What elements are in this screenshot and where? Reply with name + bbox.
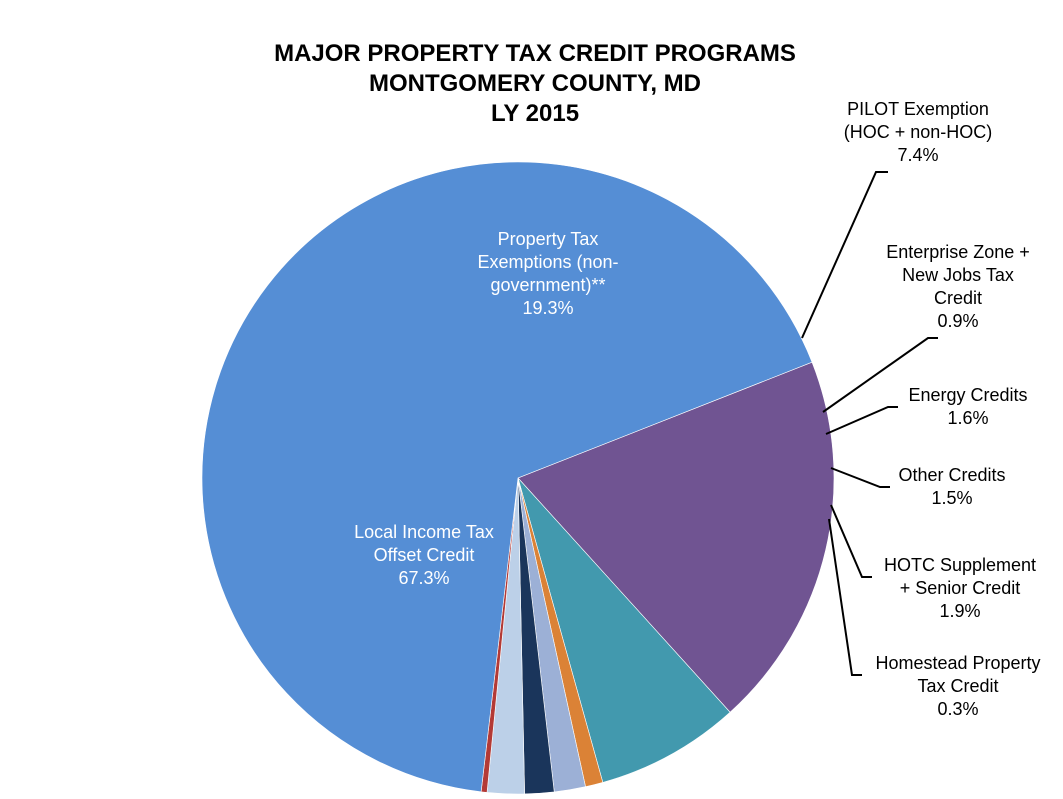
slice-name-label: HOTC Supplement [884, 555, 1036, 575]
slice-name-label: Enterprise Zone + [886, 242, 1030, 262]
leader-line-6 [828, 518, 862, 676]
slice-labels: Property Tax Exemptions (non-government)*… [354, 99, 1040, 719]
slice-name-label: New Jobs Tax [902, 265, 1014, 285]
slice-percent-label: 0.3% [937, 699, 978, 719]
chart-title-line-3: LY 2015 [490, 100, 580, 127]
pie-slices [201, 161, 835, 795]
pie-slice-7 [201, 161, 813, 793]
leader-line-3 [825, 406, 898, 435]
slice-name-label: Property Tax [498, 229, 599, 249]
leader-line-1 [801, 171, 888, 339]
slice-label-3: Energy Credits 1.6% [908, 385, 1027, 428]
chart-title-line-1: MAJOR PROPERTY TAX CREDIT PROGRAMS [274, 40, 796, 67]
slice-label-5: HOTC Supplement + Senior Credit 1.9% [884, 555, 1036, 621]
slice-name-label: (HOC + non-HOC) [844, 122, 993, 142]
slice-label-4: Other Credits 1.5% [898, 465, 1005, 508]
slice-name-label: Credit [934, 288, 982, 308]
slice-percent-label: 67.3% [398, 568, 449, 588]
slice-percent-label: 19.3% [522, 298, 573, 318]
slice-name-label: Exemptions (non- [477, 252, 618, 272]
leader-lines [801, 171, 938, 676]
slice-percent-label: 1.9% [939, 601, 980, 621]
slice-name-label: + Senior Credit [900, 578, 1021, 598]
slice-label-0: Property Tax Exemptions (non-government)*… [477, 229, 618, 318]
slice-name-label: PILOT Exemption [847, 99, 989, 119]
leader-line-4 [830, 467, 890, 488]
slice-label-2: Enterprise Zone + New Jobs Tax Credit 0.9% [886, 242, 1030, 331]
slice-label-7: Local Income Tax Offset Credit 67.3% [354, 522, 494, 588]
chart-title-line-2: MONTGOMERY COUNTY, MD [368, 70, 701, 97]
slice-label-6: Homestead Property Tax Credit 0.3% [875, 653, 1040, 719]
slice-name-label: Local Income Tax [354, 522, 494, 542]
slice-percent-label: 1.5% [931, 488, 972, 508]
slice-percent-label: 7.4% [897, 145, 938, 165]
slice-name-label: Offset Credit [374, 545, 475, 565]
slice-name-label: government)** [490, 275, 605, 295]
leader-line-2 [822, 337, 938, 413]
slice-name-label: Tax Credit [917, 676, 998, 696]
pie-slice-0 [517, 361, 835, 713]
pie-slice-1 [517, 477, 731, 783]
slice-name-label: Energy Credits [908, 385, 1027, 405]
slice-percent-label: 0.9% [937, 311, 978, 331]
slice-percent-label: 1.6% [947, 408, 988, 428]
slice-label-1: PILOT Exemption (HOC + non-HOC) 7.4% [844, 99, 993, 165]
leader-line-5 [830, 504, 872, 578]
slice-name-label: Other Credits [898, 465, 1005, 485]
slice-name-label: Homestead Property [875, 653, 1040, 673]
